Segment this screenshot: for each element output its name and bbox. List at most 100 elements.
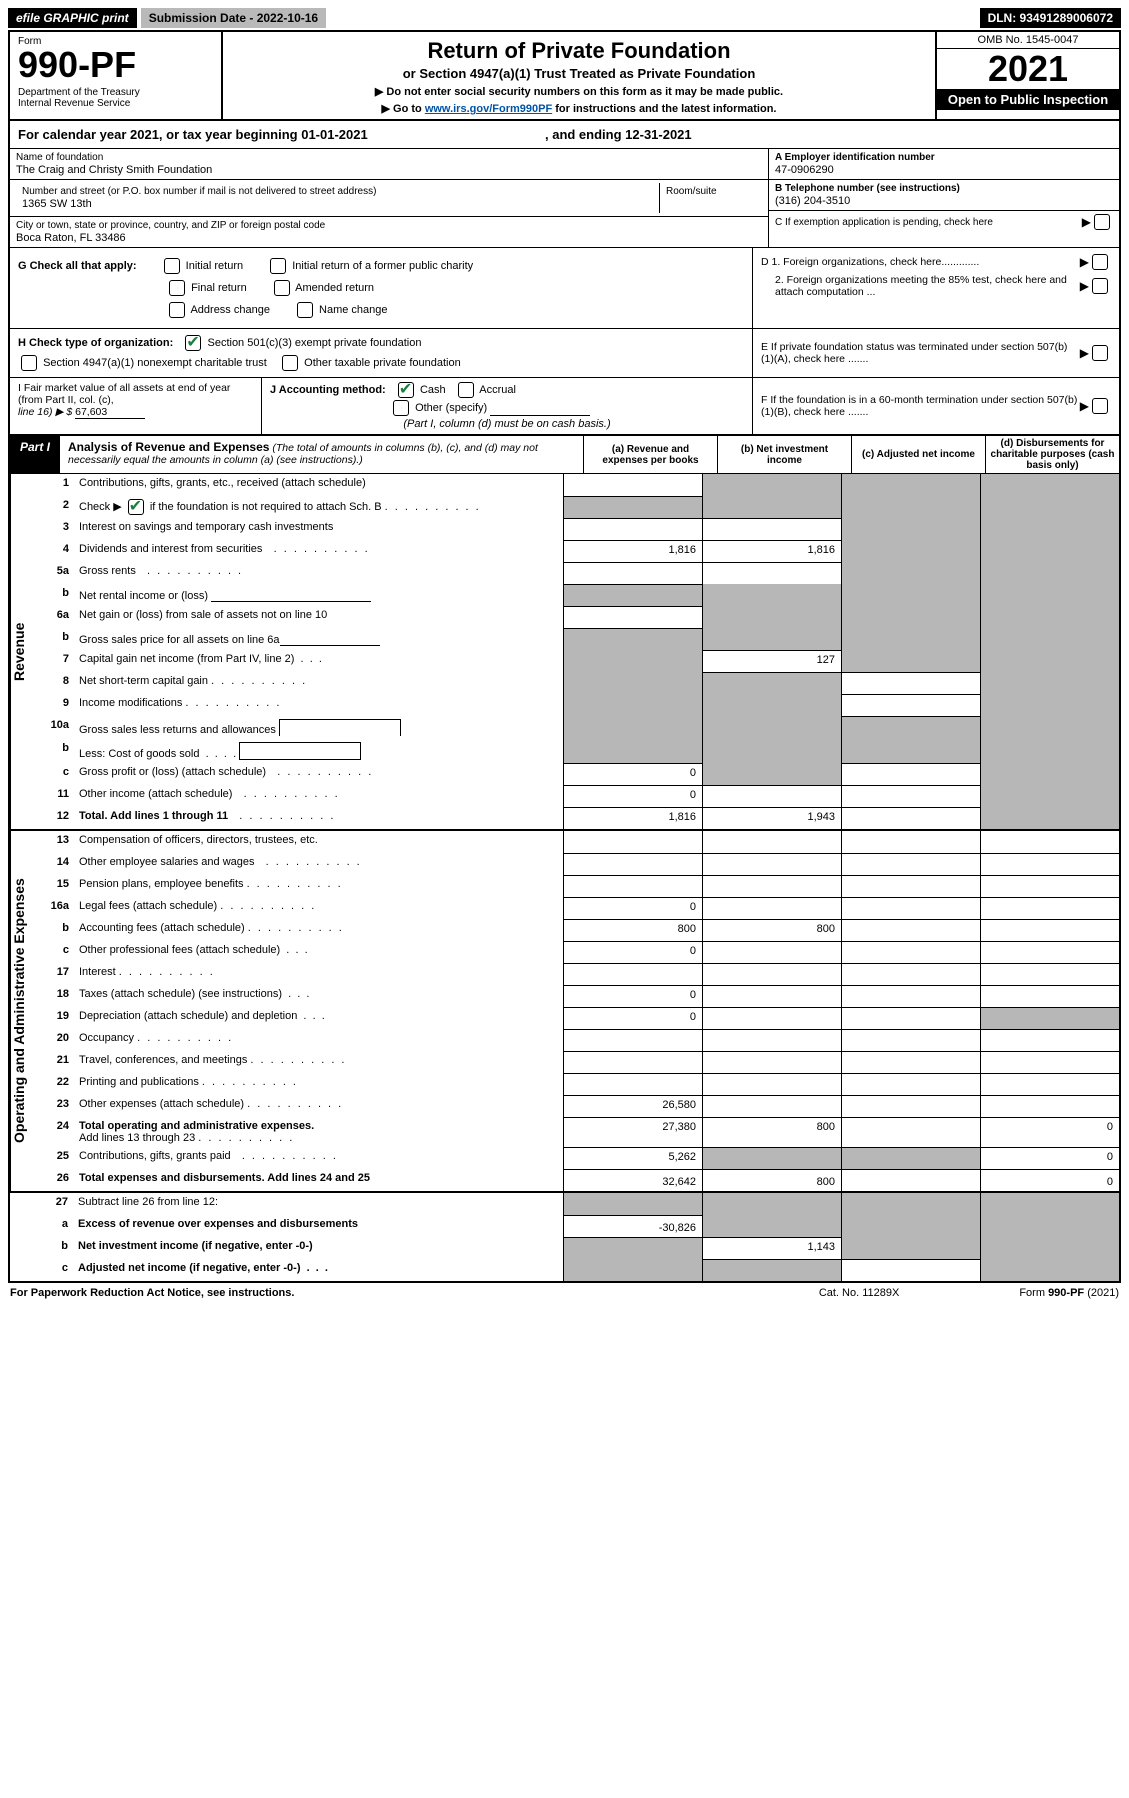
row24-a: 27,380 [563,1117,702,1147]
expenses-section: Operating and Administrative Expenses 13… [10,829,1119,1191]
fmv-value: 67,603 [75,406,145,419]
foundation-name: The Craig and Christy Smith Foundation [16,164,762,176]
efile-print-button[interactable]: efile GRAPHIC print [8,8,137,28]
cat-number: Cat. No. 11289X [819,1287,900,1299]
other-taxable-checkbox[interactable] [282,355,298,371]
name-change-label: Name change [319,304,388,316]
table-row: bGross sales price for all assets on lin… [37,628,1119,650]
row3-desc: Interest on savings and temporary cash i… [75,518,563,540]
other-method-label: Other (specify) [415,402,487,414]
d2-checkbox[interactable] [1092,278,1108,294]
h-label: H Check type of organization: [18,337,173,349]
row4-desc: Dividends and interest from securities [75,540,563,562]
accrual-checkbox[interactable] [458,382,474,398]
table-row: 22Printing and publications [37,1073,1119,1095]
d2-label: 2. Foreign organizations meeting the 85%… [761,274,1080,298]
row18-a: 0 [563,985,702,1007]
amended-return-label: Amended return [295,282,374,294]
part1-label: Part I [10,436,60,473]
city-value: Boca Raton, FL 33486 [16,232,762,244]
i-label: I Fair market value of all assets at end… [18,382,230,406]
row8-desc: Net short-term capital gain [75,672,563,694]
row27c-desc: Adjusted net income (if negative, enter … [74,1259,563,1281]
row24-b: 800 [702,1117,841,1147]
header-center: Return of Private Foundation or Section … [223,32,935,119]
table-row: 2Check ▶ if the foundation is not requir… [37,496,1119,518]
row12-desc: Total. Add lines 1 through 11 [75,807,563,829]
table-row: aExcess of revenue over expenses and dis… [10,1215,1119,1237]
4947-checkbox[interactable] [21,355,37,371]
name-change-checkbox[interactable] [297,302,313,318]
accrual-label: Accrual [479,384,516,396]
street-address-cell: Number and street (or P.O. box number if… [16,183,660,213]
row21-desc: Travel, conferences, and meetings [75,1051,563,1073]
page-footer: For Paperwork Reduction Act Notice, see … [8,1283,1121,1299]
table-row: 12Total. Add lines 1 through 11 1,8161,9… [37,807,1119,829]
phone-value: (316) 204-3510 [775,195,1113,207]
cash-checkbox[interactable] [398,382,414,398]
exemption-pending-cell: C If exemption application is pending, c… [769,211,1119,233]
address-change-checkbox[interactable] [169,302,185,318]
table-row: 14Other employee salaries and wages [37,853,1119,875]
j-note: (Part I, column (d) must be on cash basi… [270,418,744,430]
identification-block: Name of foundation The Craig and Christy… [10,149,1119,248]
final-return-checkbox[interactable] [169,280,185,296]
other-method-checkbox[interactable] [393,400,409,416]
address-change-label: Address change [190,304,270,316]
section-h-e: H Check type of organization: Section 50… [10,329,1119,378]
goto-line: ▶ Go to www.irs.gov/Form990PF for instru… [235,102,923,115]
table-row: 6aNet gain or (loss) from sale of assets… [37,606,1119,628]
row13-desc: Compensation of officers, directors, tru… [75,831,563,853]
amended-return-checkbox[interactable] [274,280,290,296]
paperwork-notice: For Paperwork Reduction Act Notice, see … [10,1287,294,1299]
initial-former-checkbox[interactable] [270,258,286,274]
table-row: 10aGross sales less returns and allowanc… [37,716,1119,739]
row14-desc: Other employee salaries and wages [75,853,563,875]
row11-desc: Other income (attach schedule) [75,785,563,807]
row26-desc: Total expenses and disbursements. Add li… [75,1169,563,1191]
irs-label: Internal Revenue Service [18,98,213,109]
table-row: 5aGross rents [37,562,1119,584]
row23-desc: Other expenses (attach schedule) [75,1095,563,1117]
row4-b: 1,816 [702,540,841,562]
501c3-checkbox[interactable] [185,335,201,351]
foundation-name-cell: Name of foundation The Craig and Christy… [10,149,768,180]
c-checkbox[interactable] [1094,214,1110,230]
box-d: D 1. Foreign organizations, check here..… [753,248,1119,328]
j-label: J Accounting method: [270,384,386,396]
row12-a: 1,816 [563,807,702,829]
box-j: J Accounting method: Cash Accrual Other … [262,378,753,434]
room-suite-cell: Room/suite [660,183,762,213]
header-right: OMB No. 1545-0047 2021 Open to Public In… [935,32,1119,119]
omb-number: OMB No. 1545-0047 [937,32,1119,49]
col-d-header: (d) Disbursements for charitable purpose… [985,436,1119,473]
final-return-label: Final return [191,282,247,294]
f-checkbox[interactable] [1092,398,1108,414]
row25-a: 5,262 [563,1147,702,1169]
arrow-icon: ▶ [1080,255,1089,269]
irs-link[interactable]: www.irs.gov/Form990PF [425,103,552,115]
row16b-b: 800 [702,919,841,941]
col-b-header: (b) Net investment income [717,436,851,473]
ein-label: A Employer identification number [775,152,935,163]
initial-return-checkbox[interactable] [164,258,180,274]
row9-desc: Income modifications [75,694,563,716]
row4-a: 1,816 [563,540,702,562]
table-row: bLess: Cost of goods sold . . . . [37,739,1119,763]
row16a-desc: Legal fees (attach schedule) [75,897,563,919]
e-checkbox[interactable] [1092,345,1108,361]
initial-return-label: Initial return [186,260,243,272]
row20-desc: Occupancy [75,1029,563,1051]
street-address: 1365 SW 13th [22,198,653,210]
row26-b: 800 [702,1169,841,1191]
row6a-desc: Net gain or (loss) from sale of assets n… [75,606,563,628]
room-label: Room/suite [666,186,717,197]
row24-d: 0 [980,1117,1119,1147]
schb-checkbox[interactable] [128,499,144,515]
tax-year: 2021 [937,49,1119,89]
ssn-warning: ▶ Do not enter social security numbers o… [235,85,923,98]
d1-checkbox[interactable] [1092,254,1108,270]
row5a-desc: Gross rents [75,562,563,584]
row16c-a: 0 [563,941,702,963]
table-row: 27Subtract line 26 from line 12: [10,1193,1119,1215]
